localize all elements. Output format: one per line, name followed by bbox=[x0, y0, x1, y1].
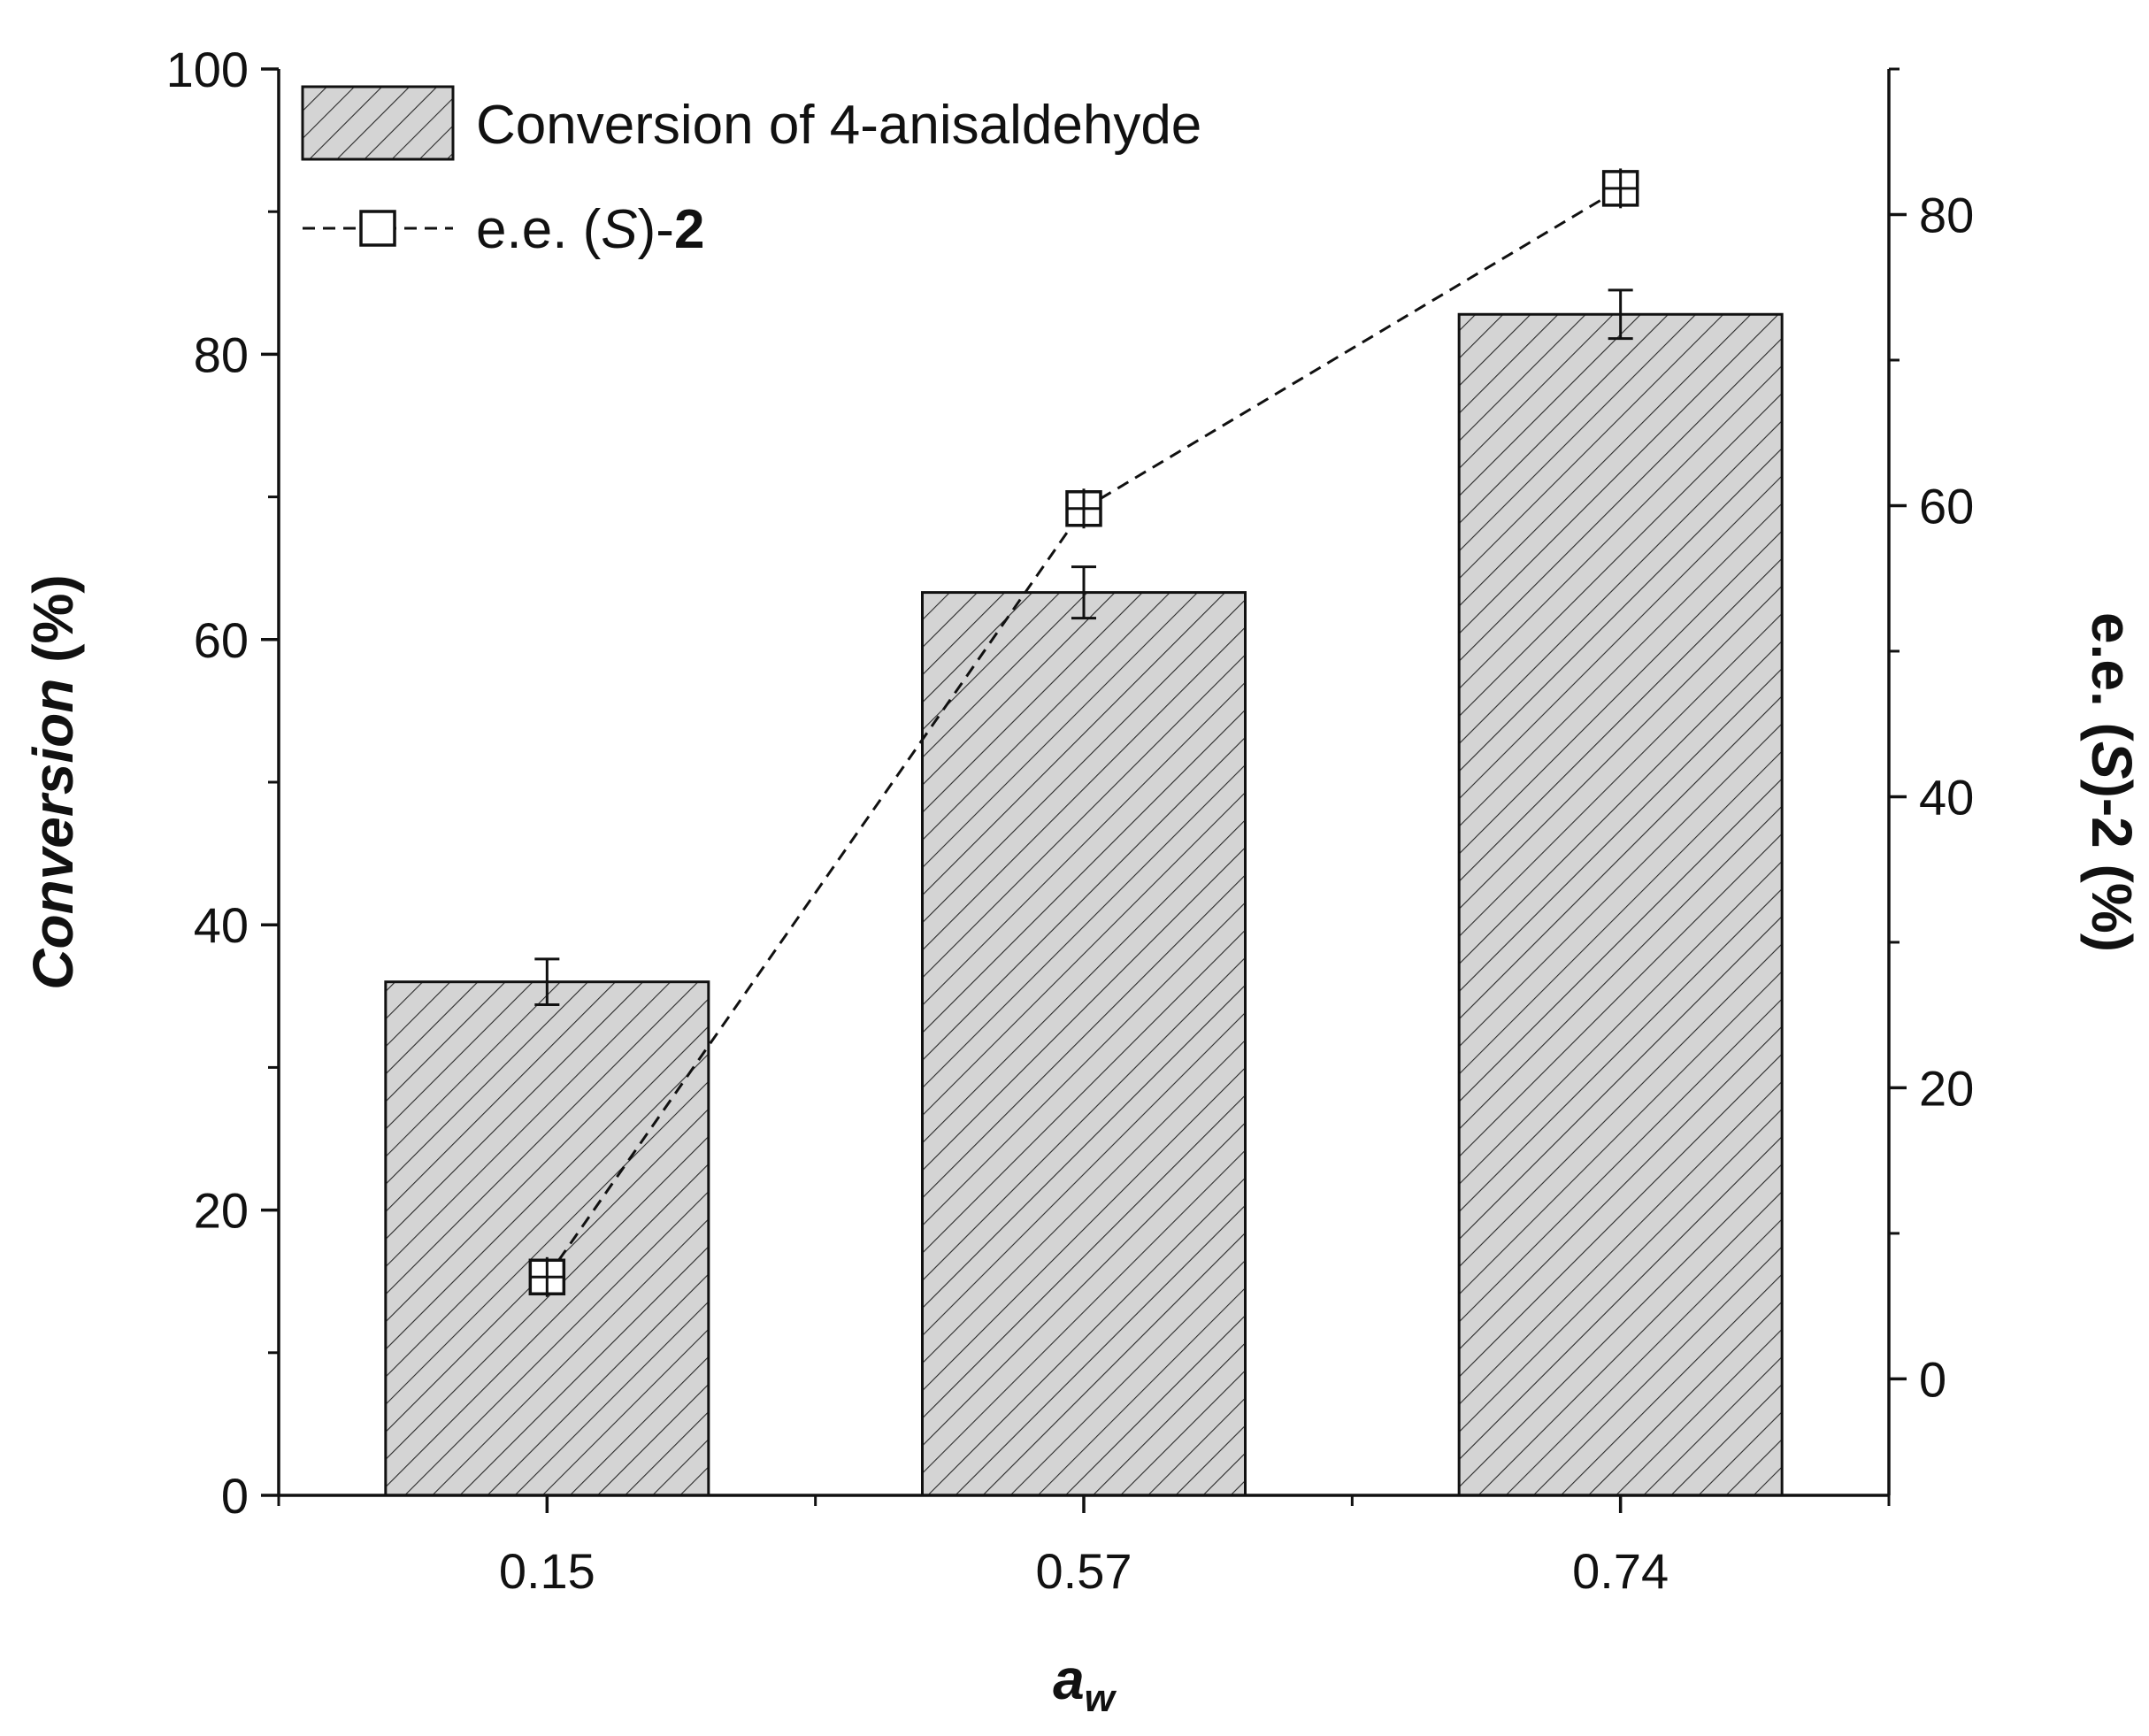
x-tick-label-0.74: 0.74 bbox=[1572, 1543, 1669, 1599]
axes-layer: 0 20 40 60 80 100 0 20 40 60 80 0.15 0.57 0.74 aw Conve… bbox=[21, 42, 2144, 1720]
legend-label-conversion: Conversion of 4-anisaldehyde bbox=[476, 95, 1201, 156]
ee-point-0.74 bbox=[1601, 168, 1639, 209]
legend-item-ee: e.e. (S)-2 bbox=[303, 199, 704, 260]
right-tick-label-40: 40 bbox=[1919, 769, 1974, 825]
legend: Conversion of 4-anisaldehyde e.e. (S)-2 bbox=[301, 85, 1201, 260]
left-tick-label-60: 60 bbox=[194, 612, 249, 668]
conversion-bar-0.15 bbox=[384, 980, 710, 1497]
legend-swatch-conversion bbox=[301, 85, 455, 161]
right-tick-label-20: 20 bbox=[1919, 1060, 1974, 1116]
left-tick-label-20: 20 bbox=[194, 1183, 249, 1239]
bars-layer bbox=[384, 288, 1784, 1497]
left-tick-label-80: 80 bbox=[194, 326, 249, 382]
right-axis-title: e.e. (S)-2 (%) bbox=[2080, 612, 2144, 952]
left-axis-title: Conversion (%) bbox=[21, 574, 85, 989]
conversion-bar-0.57 bbox=[921, 591, 1247, 1497]
right-tick-label-60: 60 bbox=[1919, 478, 1974, 534]
x-tick-label-0.15: 0.15 bbox=[499, 1543, 595, 1599]
left-tick-label-100: 100 bbox=[166, 42, 249, 97]
conversion-bar-0.74 bbox=[1457, 312, 1784, 1497]
left-tick-label-40: 40 bbox=[194, 897, 249, 953]
ee-point-0.15 bbox=[528, 1256, 566, 1297]
x-axis-title: aw bbox=[1053, 1648, 1117, 1720]
conversion-errorbar-0.15 bbox=[534, 957, 560, 1006]
right-tick-label-0: 0 bbox=[1919, 1351, 1946, 1407]
left-tick-label-0: 0 bbox=[221, 1468, 249, 1524]
ee-series-layer bbox=[528, 168, 1639, 1297]
ee-point-0.57 bbox=[1065, 488, 1102, 529]
x-tick-label-0.57: 0.57 bbox=[1036, 1543, 1132, 1599]
conversion-errorbar-0.74 bbox=[1608, 288, 1633, 341]
legend-item-conversion: Conversion of 4-anisaldehyde bbox=[301, 85, 1201, 161]
legend-marker-ee bbox=[359, 210, 396, 247]
right-tick-label-80: 80 bbox=[1919, 187, 1974, 242]
conversion-errorbar-0.57 bbox=[1071, 565, 1096, 620]
legend-label-ee: e.e. (S)-2 bbox=[476, 199, 704, 260]
